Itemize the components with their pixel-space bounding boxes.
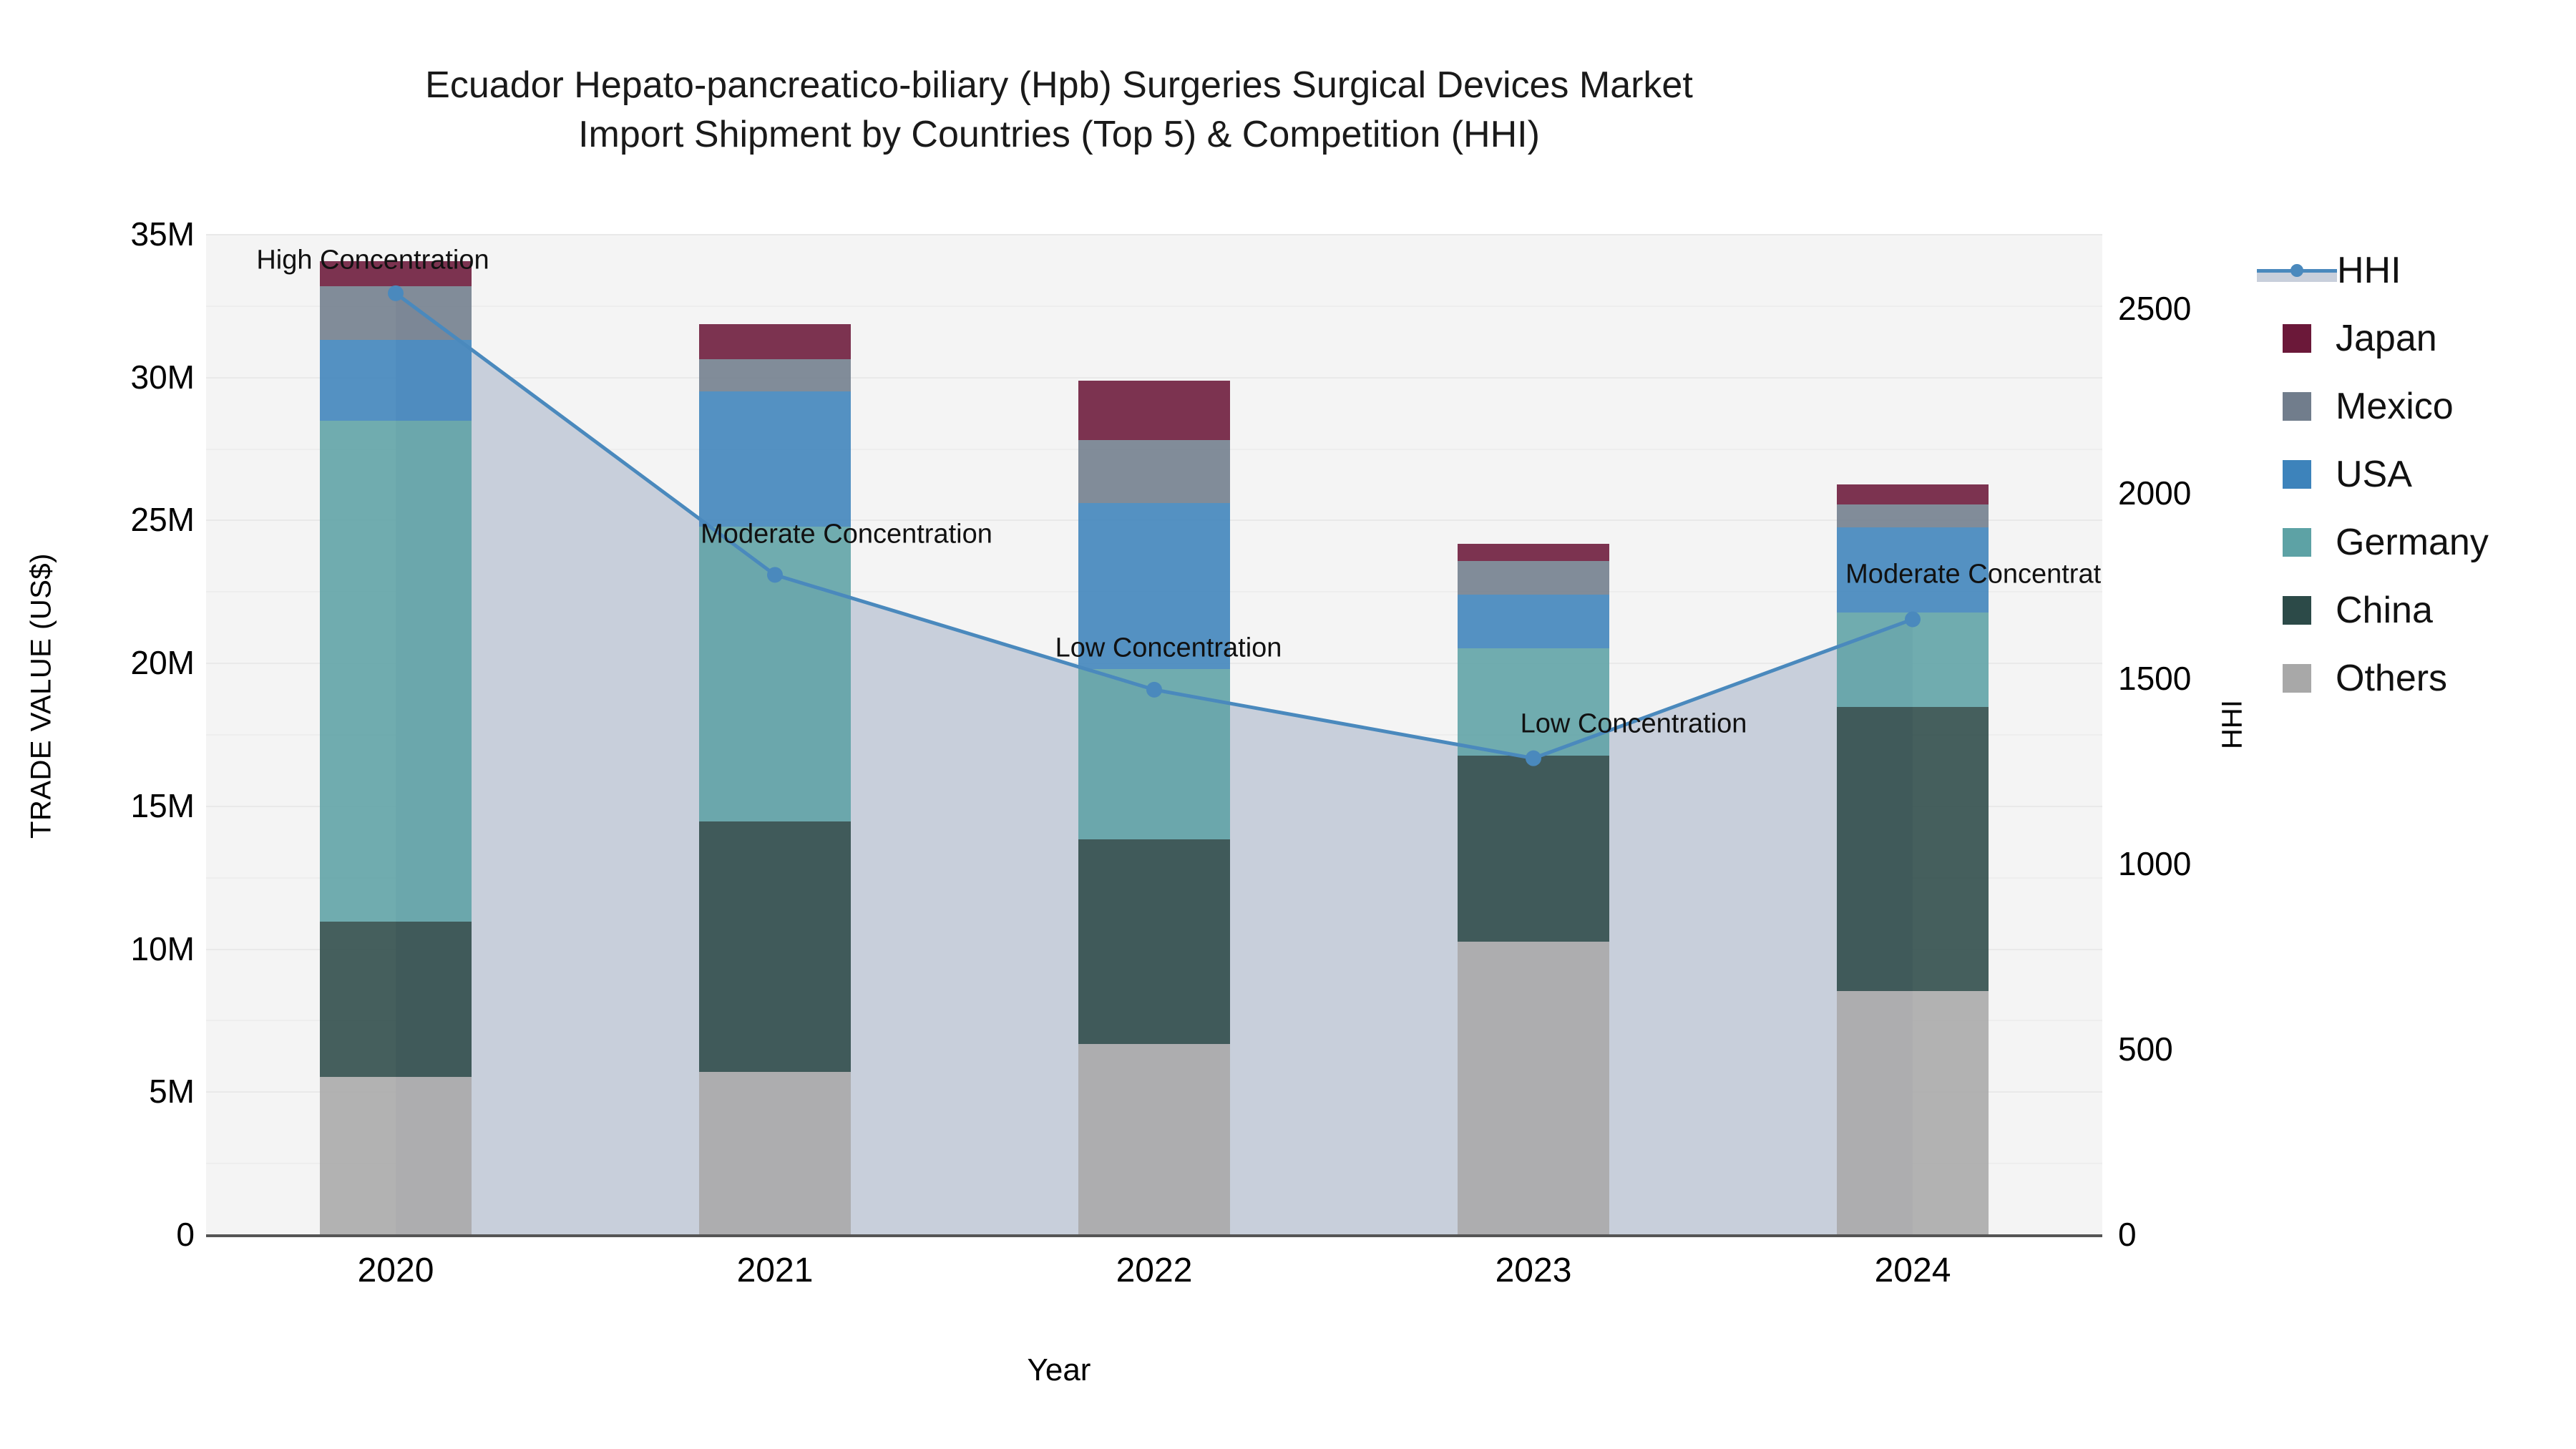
gridline-major [206,234,2102,235]
bar-segment-japan-2023[interactable] [1458,544,1609,562]
bar-segment-china-2024[interactable] [1837,707,1989,992]
legend-swatch-japan [2283,323,2311,353]
y-left-tick-20M: 20M [130,644,195,682]
legend-item-usa[interactable]: USA [2283,440,2569,508]
y-right-tick-0: 0 [2118,1216,2137,1253]
bar-segment-usa-2022[interactable] [1078,503,1230,670]
bar-segment-others-2023[interactable] [1458,941,1609,1234]
bar-segment-germany-2024[interactable] [1837,613,1989,708]
annotation-2022: Low Concentration [1055,633,1282,663]
x-tick-2023: 2023 [1495,1252,1572,1289]
plot-area: High Concentration Moderate Concentration… [206,234,2102,1234]
legend-item-others[interactable]: Others [2283,644,2569,712]
legend-swatch-others [2283,663,2311,693]
bar-segment-others-2020[interactable] [320,1077,472,1234]
bar-segment-others-2022[interactable] [1078,1044,1230,1234]
bar-segment-germany-2020[interactable] [320,420,472,922]
legend-label: Mexico [2336,385,2454,427]
y-left-tick-35M: 35M [130,215,195,253]
bar-segment-mexico-2023[interactable] [1458,561,1609,595]
chart-title: Ecuador Hepato-pancreatico-biliary (Hpb)… [0,61,2118,159]
bar-segment-others-2024[interactable] [1837,991,1989,1234]
annotation-2023: Low Concentration [1520,708,1747,739]
annotation-2020: High Concentration [256,245,489,275]
y-left-tick-15M: 15M [130,786,195,824]
y-axis-right-label: HHI [2216,700,2248,749]
legend-line-marker-icon [2257,256,2337,285]
legend: HHI Japan Mexico USA Germany China Others [2257,236,2569,712]
bar-segment-usa-2023[interactable] [1458,595,1609,649]
annotation-2024: Moderate Concentration [1845,559,2102,590]
hhi-marker-2020[interactable] [388,285,404,301]
chart-title-line2: Import Shipment by Countries (Top 5) & C… [578,113,1540,155]
hhi-marker-2024[interactable] [1905,611,1921,628]
legend-label: USA [2336,453,2412,495]
hhi-marker-2021[interactable] [767,567,783,583]
y-left-tick-0: 0 [176,1216,195,1253]
hhi-marker-2023[interactable] [1526,750,1541,766]
y-left-tick-10M: 10M [130,930,195,967]
bar-segment-usa-2020[interactable] [320,339,472,421]
hhi-marker-2022[interactable] [1146,681,1162,698]
bar-segment-japan-2020[interactable] [320,260,472,286]
bar-segment-china-2020[interactable] [320,921,472,1078]
legend-swatch-china [2283,595,2311,625]
legend-label: Others [2336,657,2448,699]
annotation-2021: Moderate Concentration [701,519,992,550]
legend-item-japan[interactable]: Japan [2283,304,2569,372]
bar-segment-china-2022[interactable] [1078,839,1230,1045]
x-tick-2020: 2020 [357,1252,434,1289]
legend-item-mexico[interactable]: Mexico [2283,372,2569,440]
chart-title-line1: Ecuador Hepato-pancreatico-biliary (Hpb)… [425,64,1693,106]
legend-label: Japan [2336,317,2437,359]
bar-segment-mexico-2024[interactable] [1837,504,1989,528]
legend-label: China [2336,589,2433,631]
legend-swatch-mexico [2283,391,2311,421]
y-left-tick-30M: 30M [130,358,195,396]
legend-swatch-usa [2283,459,2311,489]
bar-segment-japan-2024[interactable] [1837,484,1989,505]
legend-swatch-germany [2283,527,2311,557]
x-tick-2021: 2021 [736,1252,814,1289]
y-left-tick-25M: 25M [130,501,195,539]
bar-segment-germany-2023[interactable] [1458,648,1609,756]
bar-segment-usa-2024[interactable] [1837,527,1989,613]
legend-label: Germany [2336,521,2489,563]
y-right-tick-500: 500 [2118,1030,2173,1068]
y-left-tick-5M: 5M [149,1073,195,1111]
x-axis-line [206,1234,2102,1237]
bar-segment-japan-2021[interactable] [699,323,851,359]
bar-segment-usa-2021[interactable] [699,391,851,527]
bar-segment-mexico-2021[interactable] [699,358,851,391]
y-axis-left-label: TRADE VALUE (US$) [25,553,57,839]
y-right-tick-2500: 2500 [2118,289,2192,327]
x-tick-2022: 2022 [1116,1252,1193,1289]
bar-segment-china-2023[interactable] [1458,755,1609,942]
legend-item-china[interactable]: China [2283,576,2569,644]
y-right-tick-1000: 1000 [2118,845,2192,883]
x-axis-label: Year [1027,1352,1091,1387]
x-tick-2024: 2024 [1874,1252,1951,1289]
y-right-tick-2000: 2000 [2118,474,2192,512]
bar-segment-china-2021[interactable] [699,821,851,1073]
y-right-tick-1500: 1500 [2118,660,2192,698]
legend-item-hhi[interactable]: HHI [2257,236,2569,304]
bar-segment-others-2021[interactable] [699,1072,851,1234]
gridline-minor [206,305,2102,307]
legend-line-dot [2290,264,2303,277]
gridline-major [206,376,2102,379]
legend-item-germany[interactable]: Germany [2283,508,2569,576]
bar-segment-mexico-2022[interactable] [1078,439,1230,504]
bar-segment-japan-2022[interactable] [1078,380,1230,440]
legend-label: HHI [2337,249,2401,291]
hhi-line [388,285,1921,766]
